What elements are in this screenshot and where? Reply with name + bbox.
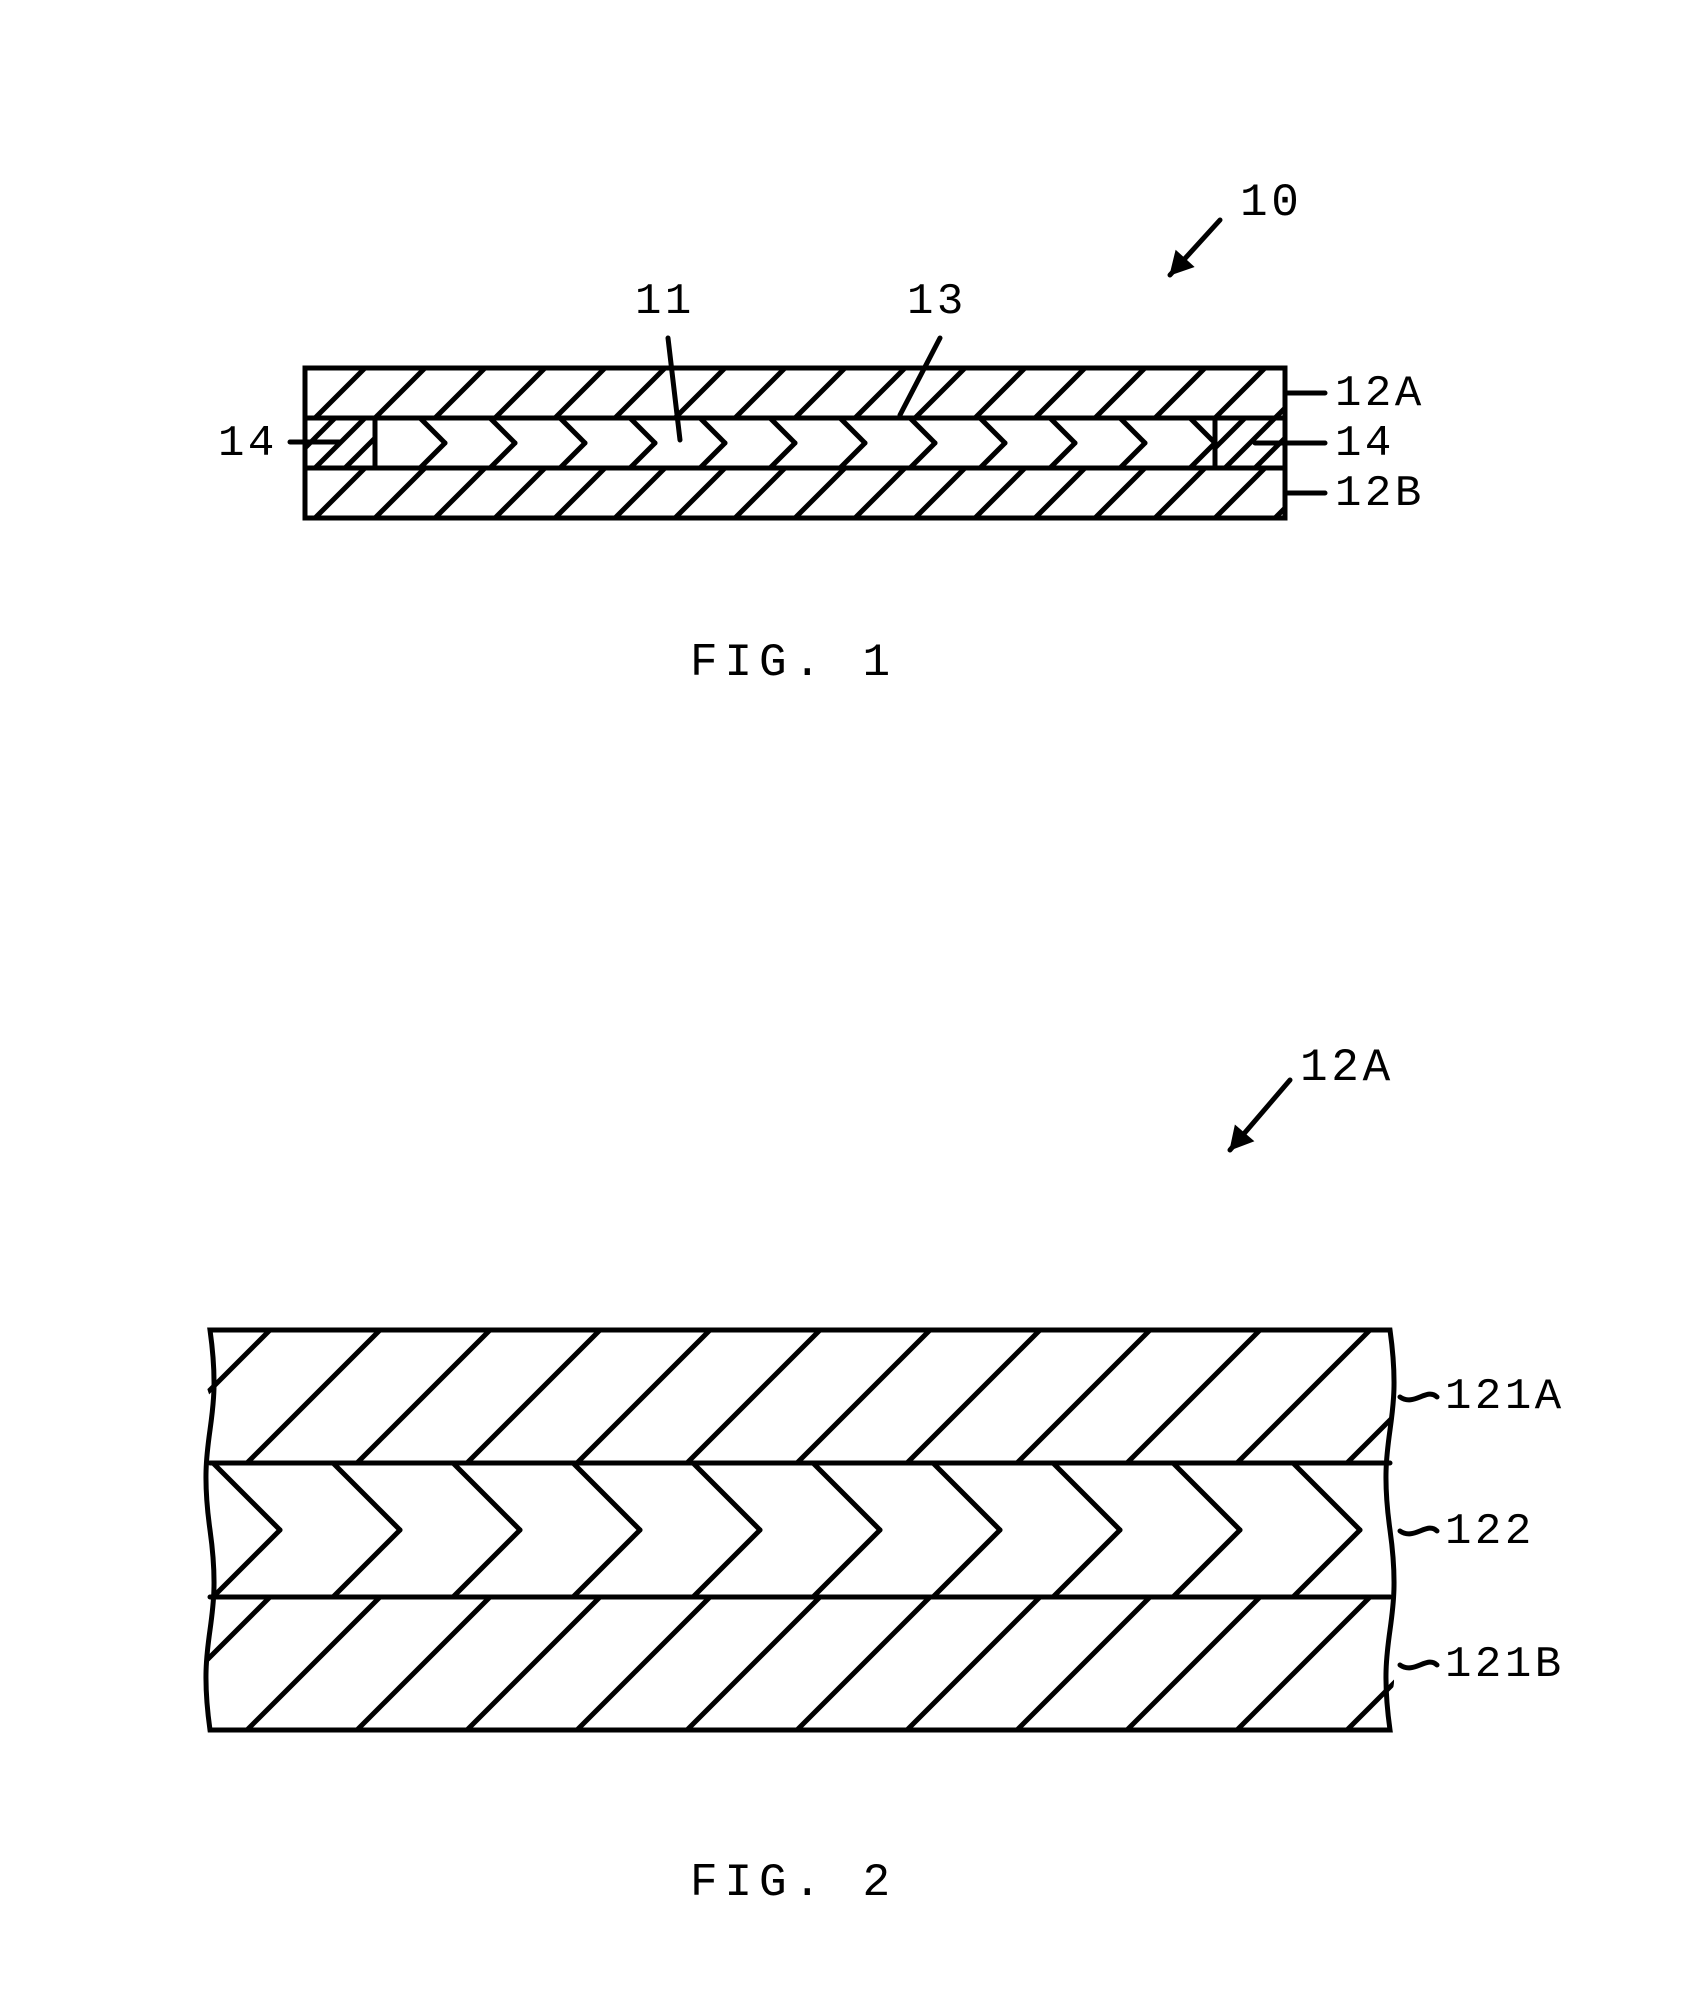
label-12a: 12A [1335, 372, 1425, 416]
label-11: 11 [635, 280, 695, 324]
label-14-left: 14 [218, 422, 278, 466]
label-12b: 12B [1335, 472, 1425, 516]
label-13: 13 [907, 280, 967, 324]
fig2-caption: FIG. 2 [690, 1860, 897, 1906]
diagram-svg [0, 0, 1684, 1998]
label-14-right: 14 [1335, 422, 1395, 466]
label-arrow-10: 10 [1240, 180, 1303, 226]
label-arrow-12a: 12A [1300, 1045, 1394, 1091]
label-121b: 121B [1445, 1643, 1565, 1687]
label-122: 122 [1445, 1510, 1535, 1554]
label-121a: 121A [1445, 1375, 1565, 1419]
fig1-caption: FIG. 1 [690, 640, 897, 686]
page-canvas: 10 11 13 14 12A 14 12B FIG. 1 12A 121A 1… [0, 0, 1684, 1998]
